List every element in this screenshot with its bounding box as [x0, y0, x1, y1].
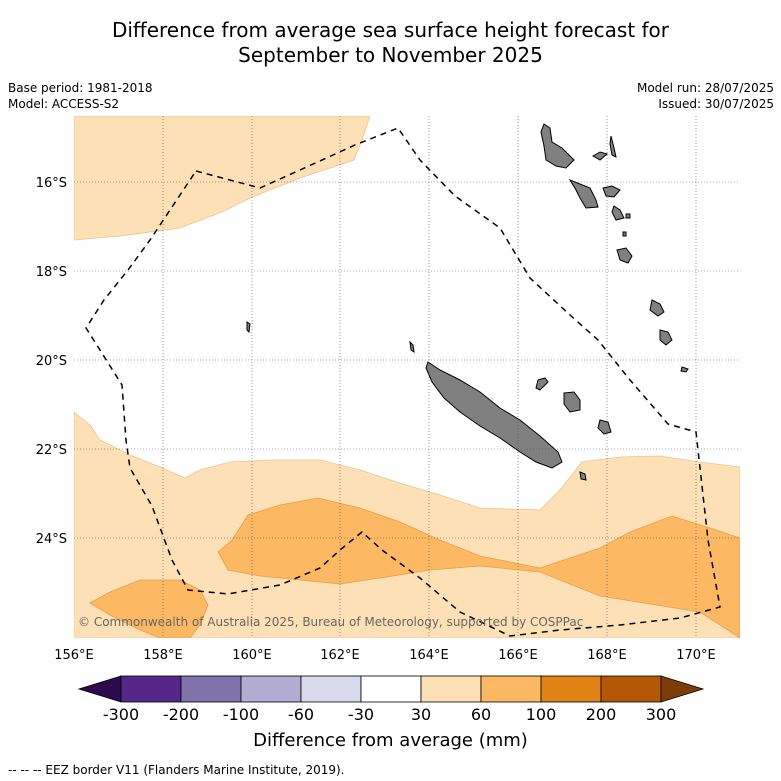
- lat-label-24s: 24°S: [36, 532, 67, 547]
- colorbar-segment: [600, 675, 662, 703]
- model-run: Model run: 28/07/2025: [636, 81, 774, 95]
- lat-label-16s: 16°S: [36, 176, 67, 191]
- lat-label-20s: 20°S: [36, 354, 67, 369]
- colorbar-segment: [540, 675, 602, 703]
- colorbar-tick-label: 300: [645, 705, 677, 724]
- copyright-text: © Commonwealth of Australia 2025, Bureau…: [78, 615, 583, 629]
- colorbar-tick-label: -200: [162, 705, 200, 724]
- colorbar-segment: [180, 675, 242, 703]
- colorbar-segment: [300, 675, 362, 703]
- model-name: Model: ACCESS-S2: [8, 97, 120, 111]
- title-line-2: September to November 2025: [238, 43, 543, 67]
- colorbar-tick-label: 60: [470, 705, 492, 724]
- colorbar-extend-high: [660, 675, 705, 703]
- lon-label-164e: 164°E: [409, 648, 449, 663]
- lon-label-170e: 170°E: [676, 648, 716, 663]
- issued-date: Issued: 30/07/2025: [658, 97, 774, 111]
- colorbar-extend-low: [77, 675, 122, 703]
- anomaly-region-60-100-southwest: [89, 579, 209, 638]
- land-vanuatu: [540, 123, 689, 373]
- colorbar-tick-label: 200: [585, 705, 617, 724]
- colorbar-segment: [120, 675, 182, 703]
- colorbar-tick-label: -100: [222, 705, 260, 724]
- colorbar-tick-label: 100: [525, 705, 557, 724]
- colorbar: [77, 675, 705, 703]
- map-area: © Commonwealth of Australia 2025, Bureau…: [74, 116, 740, 638]
- lon-label-160e: 160°E: [232, 648, 272, 663]
- land-new-caledonia: [246, 321, 612, 481]
- colorbar-tick-label: 30: [410, 705, 432, 724]
- meta-left: Base period: 1981-2018 Model: ACCESS-S2: [8, 80, 153, 112]
- anomaly-region-60-100: [217, 497, 740, 638]
- colorbar-segment: [480, 675, 542, 703]
- gridlines: [74, 116, 740, 638]
- colorbar-tick-label: -30: [347, 705, 375, 724]
- colorbar-segment: [240, 675, 302, 703]
- title-line-1: Difference from average sea surface heig…: [111, 18, 670, 42]
- colorbar-segment: [360, 675, 422, 703]
- base-period: Base period: 1981-2018: [8, 81, 153, 95]
- lat-label-18s: 18°S: [36, 265, 67, 280]
- meta-right: Model run: 28/07/2025 Issued: 30/07/2025: [637, 80, 774, 112]
- eez-legend: -- -- -- EEZ border V11 (Flanders Marine…: [8, 763, 345, 777]
- lon-label-156e: 156°E: [54, 648, 94, 663]
- lon-label-166e: 166°E: [498, 648, 538, 663]
- colorbar-tick-label: -60: [287, 705, 315, 724]
- lon-tick-labels: 156°E 158°E 160°E 162°E 164°E 166°E 168°…: [54, 648, 716, 663]
- lon-label-162e: 162°E: [320, 648, 360, 663]
- lat-label-22s: 22°S: [36, 443, 67, 458]
- colorbar-label: Difference from average (mm): [253, 730, 528, 751]
- lat-tick-labels: 16°S 18°S 20°S 22°S 24°S: [36, 176, 67, 547]
- lon-label-168e: 168°E: [587, 648, 627, 663]
- lon-label-158e: 158°E: [143, 648, 183, 663]
- colorbar-tick-label: -300: [102, 705, 140, 724]
- eez-border: [85, 127, 721, 637]
- chart-title: Difference from average sea surface heig…: [0, 18, 781, 68]
- colorbar-segment: [420, 675, 482, 703]
